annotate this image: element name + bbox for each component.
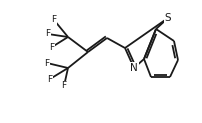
Text: S: S [164,13,170,23]
Text: F: F [45,30,50,38]
Text: F: F [51,15,56,24]
Text: F: F [49,43,54,52]
Text: F: F [61,82,66,91]
Text: F: F [47,75,52,84]
Text: N: N [129,63,137,73]
Text: F: F [44,59,49,68]
